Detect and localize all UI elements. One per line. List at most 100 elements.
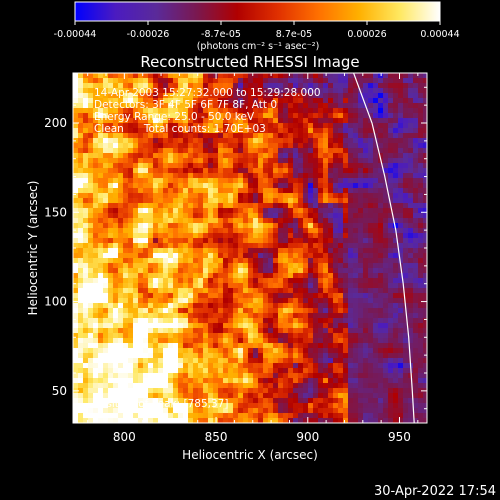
heatmap-cell [253, 338, 259, 344]
heatmap-cell [123, 138, 129, 144]
heatmap-cell [393, 248, 399, 254]
heatmap-cell [118, 293, 124, 299]
heatmap-cell [418, 373, 424, 379]
heatmap-cell [88, 318, 94, 324]
heatmap-cell [113, 348, 119, 354]
heatmap-cell [238, 108, 244, 114]
heatmap-cell [78, 143, 84, 149]
heatmap-cell [393, 233, 399, 239]
heatmap-cell [298, 228, 304, 234]
heatmap-cell [278, 308, 284, 314]
heatmap-cell [358, 253, 364, 259]
heatmap-cell [213, 228, 219, 234]
heatmap-cell [278, 223, 284, 229]
heatmap-cell [348, 393, 354, 399]
heatmap-cell [338, 78, 344, 84]
heatmap-cell [253, 313, 259, 319]
heatmap-cell [373, 268, 379, 274]
heatmap-cell [248, 173, 254, 179]
heatmap-cell [98, 218, 104, 224]
heatmap-cell [163, 328, 169, 334]
heatmap-cell [263, 373, 269, 379]
heatmap-cell [323, 243, 329, 249]
heatmap-cell [268, 203, 274, 209]
heatmap-cell [133, 93, 139, 99]
heatmap-cell [373, 113, 379, 119]
heatmap-cell [253, 173, 259, 179]
heatmap-cell [128, 413, 134, 419]
heatmap-cell [118, 393, 124, 399]
heatmap-cell [393, 243, 399, 249]
heatmap-cell [228, 398, 234, 404]
heatmap-cell [198, 158, 204, 164]
heatmap-cell [303, 193, 309, 199]
heatmap-cell [98, 88, 104, 94]
heatmap-cell [148, 363, 154, 369]
heatmap-cell [408, 403, 414, 409]
heatmap-cell [318, 98, 324, 104]
heatmap-cell [108, 328, 114, 334]
heatmap-cell [113, 418, 119, 423]
heatmap-cell [348, 373, 354, 379]
heatmap-cell [393, 353, 399, 359]
heatmap-cell [423, 178, 427, 184]
heatmap-cell [278, 108, 284, 114]
heatmap-cell [118, 413, 124, 419]
heatmap-cell [78, 328, 84, 334]
heatmap-cell [253, 258, 259, 264]
heatmap-cell [303, 263, 309, 269]
heatmap-cell [383, 353, 389, 359]
heatmap-cell [148, 378, 154, 384]
heatmap-cell [258, 388, 264, 394]
heatmap-cell [373, 133, 379, 139]
heatmap-cell [83, 188, 89, 194]
heatmap-cell [108, 83, 114, 89]
heatmap-cell [178, 158, 184, 164]
heatmap-cell [133, 128, 139, 134]
heatmap-cell [278, 123, 284, 129]
heatmap-cell [253, 413, 259, 419]
heatmap-cell [253, 303, 259, 309]
heatmap-cell [263, 393, 269, 399]
heatmap-cell [173, 253, 179, 259]
heatmap-cell [248, 303, 254, 309]
heatmap-cell [273, 298, 279, 304]
heatmap-cell [123, 193, 129, 199]
heatmap-cell [98, 203, 104, 209]
heatmap-cell [113, 123, 119, 129]
heatmap-cell [373, 108, 379, 114]
heatmap-cell [243, 398, 249, 404]
heatmap-cell [178, 283, 184, 289]
heatmap-cell [178, 78, 184, 84]
heatmap-cell [283, 83, 289, 89]
heatmap-cell [293, 358, 299, 364]
heatmap-cell [283, 303, 289, 309]
heatmap-cell [273, 283, 279, 289]
heatmap-cell [83, 113, 89, 119]
heatmap-cell [268, 303, 274, 309]
heatmap-cell [408, 208, 414, 214]
heatmap-cell [358, 358, 364, 364]
heatmap-cell [328, 233, 334, 239]
heatmap-cell [243, 248, 249, 254]
heatmap-cell [278, 193, 284, 199]
heatmap-cell [138, 278, 144, 284]
heatmap-cell [313, 318, 319, 324]
heatmap-cell [323, 268, 329, 274]
heatmap-cell [168, 358, 174, 364]
heatmap-cell [198, 358, 204, 364]
heatmap-cell [158, 178, 164, 184]
heatmap-cell [143, 88, 149, 94]
heatmap-cell [123, 303, 129, 309]
heatmap-cell [303, 113, 309, 119]
heatmap-cell [383, 163, 389, 169]
heatmap-cell [393, 83, 399, 89]
heatmap-cell [138, 173, 144, 179]
heatmap-cell [393, 358, 399, 364]
heatmap-cell [393, 298, 399, 304]
heatmap-cell [313, 103, 319, 109]
heatmap-cell [178, 363, 184, 369]
heatmap-cell [158, 158, 164, 164]
heatmap-cell [178, 88, 184, 94]
heatmap-cell [268, 343, 274, 349]
